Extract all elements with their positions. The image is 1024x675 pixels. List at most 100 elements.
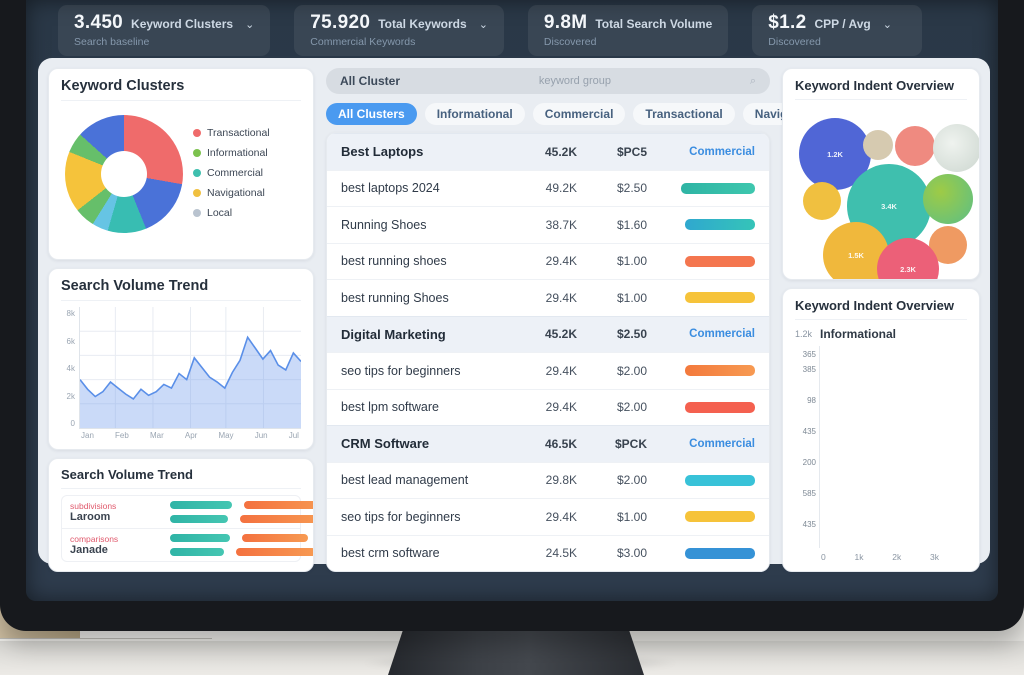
cpc-cell: $1.00 [616, 509, 647, 524]
intent-bar-row[interactable]: 365 [803, 348, 967, 360]
intent-bar-row[interactable]: 435 [803, 426, 967, 438]
mini-table-row[interactable]: comparisons Janade [62, 528, 313, 561]
volume-cell: 29.4K [545, 363, 577, 378]
intent-bar-row[interactable]: 435 [803, 519, 967, 531]
keyword-table-row[interactable]: seo tips for beginners 29.4K $2.00 [327, 352, 769, 389]
legend-item[interactable]: Informational [193, 147, 270, 159]
volume-cell: 29.4K [545, 254, 577, 269]
intent-bar-row[interactable] [820, 441, 967, 453]
filter-tab[interactable]: Transactional [633, 103, 735, 125]
keyword-table-row[interactable]: CRM Software 46.5K $PCK Commercial [327, 425, 769, 462]
keyword-table-row[interactable]: Running Shoes 38.7K $1.60 [327, 206, 769, 243]
intent-bubble[interactable] [923, 174, 973, 224]
y-axis-tick: 4k [66, 364, 75, 373]
bubble-chart[interactable]: 1.2K 3.4K [795, 106, 979, 279]
filter-tab[interactable]: All Clusters [326, 103, 417, 125]
x-axis-label: Jul [288, 431, 299, 440]
row-right-cell [647, 474, 755, 486]
intent-bar-row[interactable] [820, 379, 967, 391]
area-chart[interactable] [79, 307, 301, 429]
volume-bar [685, 547, 755, 559]
search-icon[interactable]: ⌕ [749, 74, 756, 87]
x-axis-label: Jun [254, 431, 268, 440]
keyword-table-row[interactable]: best laptops 2024 49.2K $2.50 [327, 169, 769, 206]
keyword-table-row[interactable]: best lead management 29.8K $2.00 [327, 461, 769, 498]
intent-bar-row[interactable] [820, 503, 967, 515]
search-volume-mini-card: Search Volume Trend subdivisions Laroom [48, 458, 314, 572]
keyword-table-row[interactable]: Digital Marketing 45.2K $2.50 Commercial [327, 315, 769, 352]
volume-bar [681, 182, 755, 194]
mini-table-row[interactable]: subdivisions Laroom [62, 496, 313, 528]
filter-tab[interactable]: Commercial [532, 103, 626, 125]
intent-bar-row[interactable]: 385 [803, 364, 967, 376]
monitor-bezel: 3.450 Keyword Clusters ⌄ Search baseline… [0, 0, 1024, 631]
donut-chart[interactable] [65, 115, 183, 233]
legend-item[interactable]: Navigational [193, 187, 270, 199]
mini-row-label: Janade [70, 544, 108, 556]
volume-cell: 49.2K [545, 181, 577, 196]
stat-card[interactable]: 9.8M Total Search Volume Discovered [527, 5, 729, 56]
trend-x-axis: Jan Feb Mar Apr May Jun Jul [79, 429, 301, 440]
keyword-table-row[interactable]: best crm software 24.5K $3.00 [327, 534, 769, 571]
bar-row-label: 200 [802, 458, 816, 467]
keyword-table-row[interactable]: best running shoes 29.4K $1.00 [327, 242, 769, 279]
cluster-search-bar[interactable]: All Cluster keyword group ⌕ [326, 68, 770, 94]
cpc-cell: $1.60 [616, 217, 647, 232]
card-title: Keyword Clusters [61, 78, 301, 101]
cpc-cell: $1.00 [616, 290, 647, 305]
intent-bubble[interactable] [863, 130, 893, 160]
intent-label: Commercial [689, 328, 755, 341]
keyword-cell: seo tips for beginners [341, 363, 461, 378]
row-right-cell: Commercial [647, 146, 755, 158]
legend-item[interactable]: Transactional [193, 127, 270, 139]
intent-bubble[interactable] [803, 182, 841, 220]
stat-label: CPP / Avg [814, 17, 871, 31]
filter-tab[interactable]: Informational [424, 103, 525, 125]
x-axis-label: Jan [81, 431, 94, 440]
bars-header-label: Informational [820, 327, 897, 341]
intent-bar-row[interactable] [820, 410, 967, 422]
orange-bar [242, 534, 308, 542]
keyword-table-row[interactable]: seo tips for beginners 29.4K $1.00 [327, 498, 769, 535]
stat-card[interactable]: 3.450 Keyword Clusters ⌄ Search baseline [58, 5, 271, 56]
keyword-table-row[interactable]: best lpm software 29.4K $2.00 [327, 388, 769, 425]
mini-row-note: subdivisions [70, 501, 117, 511]
cpc-cell: $1.00 [616, 254, 647, 269]
intent-bar-row[interactable] [820, 472, 967, 484]
stats-bar: 3.450 Keyword Clusters ⌄ Search baseline… [26, 0, 998, 56]
intent-bar-row[interactable] [820, 534, 967, 546]
intent-bar-row[interactable]: 585 [803, 488, 967, 500]
stat-subtitle: Search baseline [74, 36, 150, 48]
legend-label: Navigational [207, 187, 265, 199]
volume-bar [685, 511, 755, 523]
keyword-table-row[interactable]: best running Shoes 29.4K $1.00 [327, 279, 769, 316]
chevron-down-icon[interactable]: ⌄ [478, 19, 488, 31]
bar-row-label: 585 [802, 489, 816, 498]
intent-bar-row[interactable]: 98 [807, 395, 967, 407]
row-right-cell [647, 292, 755, 304]
y-axis-tick: 8k [66, 309, 75, 318]
intent-label: Commercial [689, 145, 755, 158]
chevron-down-icon[interactable]: ⌄ [882, 19, 892, 31]
y-axis-tick: 6k [66, 336, 75, 346]
teal-bar [170, 548, 224, 556]
mini-table: subdivisions Laroom [61, 495, 313, 562]
keyword-table-row[interactable]: Best Laptops 45.2K $PC5 Commercial [327, 133, 769, 170]
keyword-table: Best Laptops 45.2K $PC5 Commercial best … [326, 132, 770, 572]
legend-item[interactable]: Commercial [193, 167, 270, 179]
volume-bar [685, 292, 755, 304]
legend-item[interactable]: Local [193, 207, 270, 219]
intent-bubble[interactable] [895, 126, 935, 166]
cluster-filter-label[interactable]: All Cluster [340, 74, 401, 88]
stat-card[interactable]: 75.920 Total Keywords ⌄ Commercial Keywo… [294, 5, 504, 56]
chevron-down-icon[interactable]: ⌄ [245, 19, 255, 31]
donut-wrap: Transactional Informational Commercial [61, 107, 301, 233]
stat-card[interactable]: $1.2 CPP / Avg ⌄ Discovered [752, 5, 923, 56]
row-right-cell [647, 255, 755, 267]
keyword-cell: CRM Software [341, 436, 430, 452]
card-title: Search Volume Trend [61, 467, 301, 489]
intent-bar-row[interactable]: 200 [803, 457, 967, 469]
intent-bubble[interactable] [933, 124, 979, 172]
cpc-cell: $2.00 [616, 473, 647, 488]
x-axis-label: Mar [149, 431, 164, 440]
